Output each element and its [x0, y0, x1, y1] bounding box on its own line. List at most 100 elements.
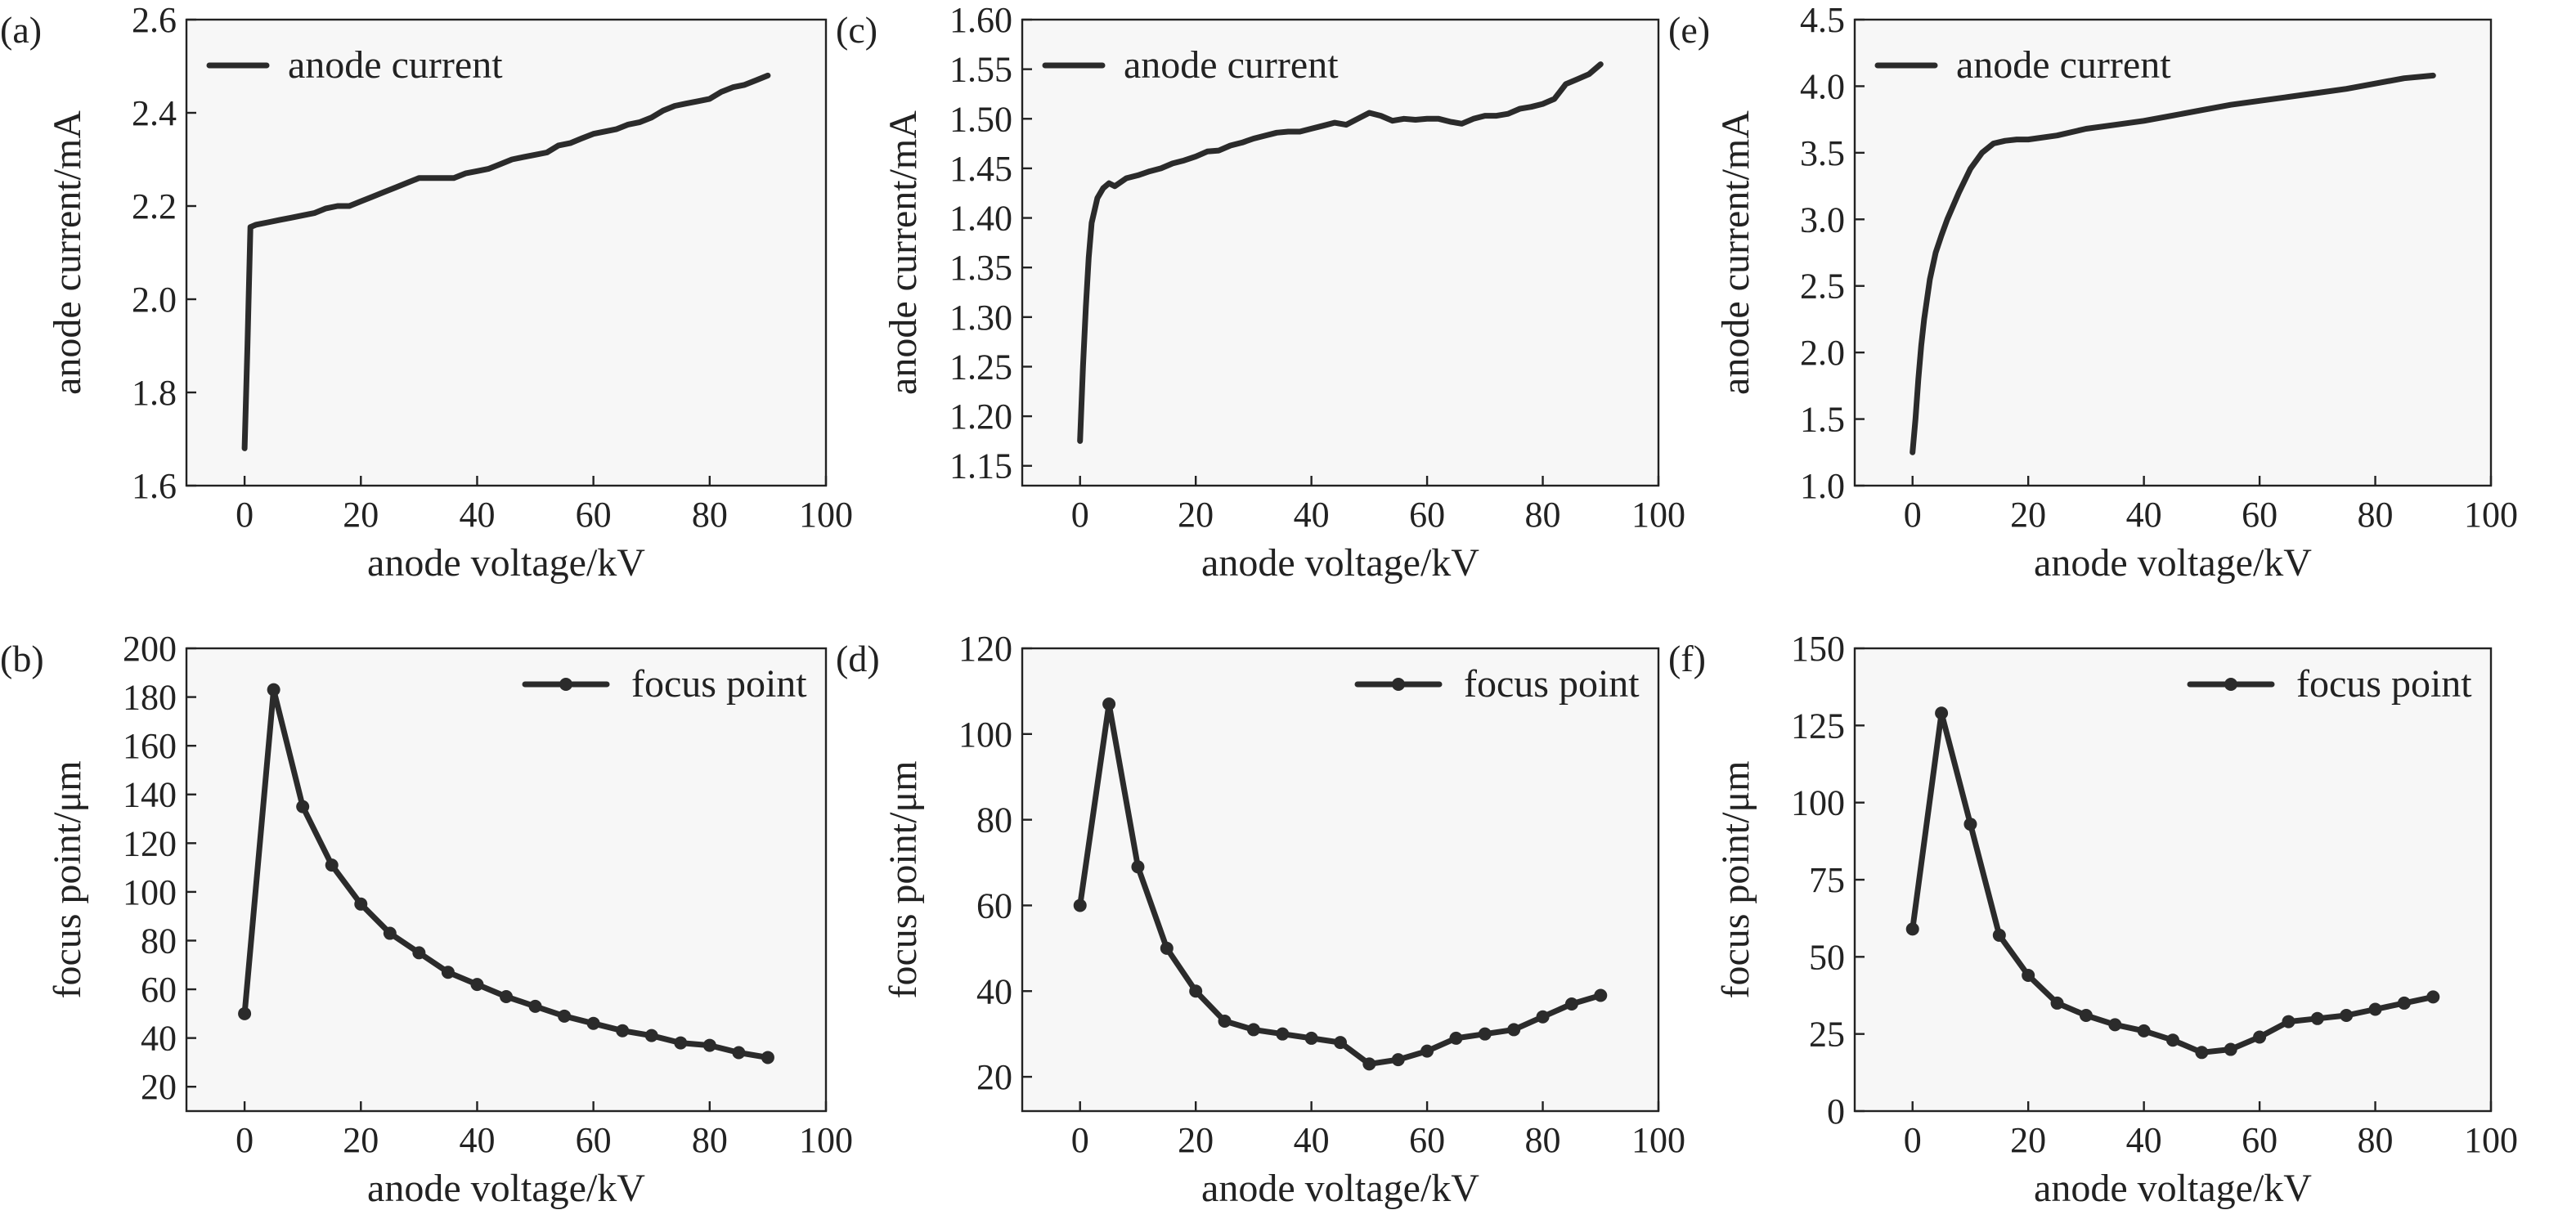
panel-label: (c) — [836, 9, 877, 51]
x-tick-label: 20 — [1178, 1120, 1214, 1160]
data-point — [644, 1029, 658, 1042]
data-point — [325, 858, 339, 872]
x-tick-label: 80 — [692, 1120, 728, 1160]
y-tick-label: 1.35 — [949, 248, 1012, 288]
y-tick-label: 80 — [141, 921, 177, 961]
plot-area — [185, 18, 828, 487]
data-point — [470, 978, 484, 992]
data-point — [1102, 697, 1116, 711]
panel-label: (d) — [836, 638, 880, 679]
x-tick-label: 0 — [236, 495, 254, 535]
y-tick-label: 1.0 — [1800, 466, 1845, 506]
y-tick-label: 0 — [1827, 1091, 1845, 1132]
data-point — [1131, 860, 1145, 874]
chart-panel: 0 20 40 60 80 100 1.6 1.8 2.0 2.2 2.4 2.6 anode volt… — [0, 0, 853, 585]
y-tick-label: 1.30 — [949, 298, 1012, 338]
x-axis-title: anode voltage/kV — [2034, 541, 2312, 585]
x-tick-label: 20 — [2010, 495, 2046, 535]
y-tick-label: 2.0 — [132, 280, 177, 320]
data-point — [500, 989, 513, 1003]
chart-panel: 0 20 40 60 80 100 0 25 50 75 100 125 150 anode voltag… — [1668, 629, 2518, 1210]
x-tick-label: 100 — [799, 1120, 853, 1160]
x-tick-label: 60 — [1409, 495, 1445, 535]
legend: anode current — [1042, 43, 1339, 87]
data-point — [1905, 922, 1919, 936]
series-line — [241, 72, 771, 451]
x-tick-label: 0 — [1071, 495, 1089, 535]
chart-panel: 0 20 40 60 80 100 20 40 60 80 100 120 140 160 180 200 an… — [0, 629, 853, 1210]
y-tick-label: 1.8 — [132, 373, 177, 413]
y-tick-label: 100 — [1791, 783, 1845, 823]
x-tick-label: 80 — [1525, 1120, 1561, 1160]
y-tick-label: 140 — [123, 775, 177, 815]
panel-label: (a) — [0, 9, 42, 51]
y-tick-label: 75 — [1809, 860, 1845, 900]
legend: focus point — [2187, 662, 2472, 706]
y-tick-label: 3.5 — [1800, 133, 1845, 173]
y-tick-label: 2.6 — [132, 0, 177, 40]
data-point — [1073, 899, 1087, 912]
y-tick-label: 4.0 — [1800, 66, 1845, 106]
series-line — [1077, 61, 1604, 444]
data-point — [1218, 1014, 1232, 1028]
data-point — [1246, 1023, 1260, 1037]
y-tick-label: 1.20 — [949, 397, 1012, 437]
y-tick-label: 1.6 — [132, 466, 177, 506]
data-point — [383, 926, 397, 940]
data-point — [1334, 1036, 1347, 1050]
y-tick-label: 2.2 — [132, 186, 177, 226]
x-axis-title: anode voltage/kV — [2034, 1167, 2312, 1210]
y-tick-label: 120 — [123, 823, 177, 863]
x-tick-label: 40 — [1294, 495, 1330, 535]
y-tick-label: 4.5 — [1800, 0, 1845, 40]
y-tick-label: 1.45 — [949, 149, 1012, 189]
data-point — [1935, 706, 1949, 720]
legend: anode current — [1874, 43, 2171, 87]
data-point — [1304, 1031, 1318, 1045]
x-tick-label: 40 — [2126, 1120, 2162, 1160]
x-tick-label: 60 — [1409, 1120, 1445, 1160]
y-axis-title: focus point/μm — [1714, 760, 1757, 998]
data-point — [1992, 928, 2006, 942]
y-tick-label: 200 — [123, 629, 177, 669]
x-tick-label: 60 — [2242, 495, 2278, 535]
plot-area — [1021, 647, 1660, 1113]
data-point — [674, 1036, 688, 1050]
data-point — [1160, 941, 1174, 955]
chart-panel: 0 20 40 60 80 100 1.0 1.5 2.0 2.5 3.0 3.5 4.0 4.5 anod… — [1668, 0, 2518, 585]
legend-label: focus point — [2296, 662, 2472, 706]
x-axis-title: anode voltage/kV — [367, 541, 645, 585]
y-axis-title: focus point/μm — [882, 760, 925, 998]
plot-area — [1853, 18, 2493, 487]
data-point — [2426, 990, 2440, 1004]
y-tick-label: 1.60 — [949, 0, 1012, 40]
x-tick-label: 80 — [2358, 495, 2394, 535]
data-point — [2079, 1009, 2093, 1023]
data-point — [2282, 1015, 2296, 1029]
data-point — [2397, 996, 2411, 1010]
x-tick-label: 40 — [1294, 1120, 1330, 1160]
data-point — [1276, 1027, 1290, 1041]
y-tick-label: 1.40 — [949, 199, 1012, 239]
x-tick-label: 20 — [343, 1120, 379, 1160]
x-tick-label: 60 — [576, 495, 612, 535]
x-tick-label: 0 — [1071, 1120, 1089, 1160]
chart-panel: 0 20 40 60 80 100 1.15 1.20 1.25 1.30 1.35 1.40 1.45… — [836, 0, 1685, 585]
data-point — [1449, 1031, 1463, 1045]
data-point — [1507, 1023, 1521, 1037]
legend-label: anode current — [1956, 43, 2171, 87]
x-tick-label: 20 — [2010, 1120, 2046, 1160]
data-point — [558, 1009, 572, 1023]
data-point — [2108, 1018, 2122, 1032]
y-tick-label: 125 — [1791, 706, 1845, 746]
data-point — [1189, 984, 1203, 998]
data-point — [702, 1038, 716, 1052]
x-tick-label: 40 — [459, 1120, 495, 1160]
y-tick-label: 120 — [958, 629, 1012, 669]
chart-panel: 0 20 40 60 80 100 20 40 60 80 100 120 anode voltage/… — [836, 629, 1685, 1210]
panel-label: (e) — [1668, 9, 1710, 51]
x-tick-label: 0 — [1904, 1120, 1922, 1160]
x-tick-label: 0 — [1904, 495, 1922, 535]
y-tick-label: 1.25 — [949, 347, 1012, 387]
legend-marker — [2224, 678, 2237, 691]
